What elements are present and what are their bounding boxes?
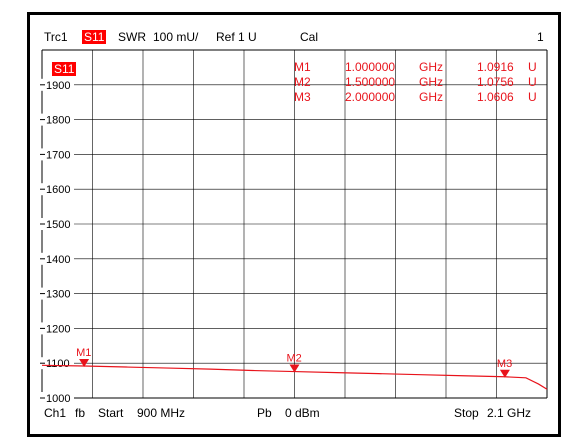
footer-channel: Ch1 <box>44 406 67 420</box>
marker-name: M1 <box>294 60 311 74</box>
y-tick-label: 1800 <box>46 115 70 127</box>
marker-m3-label: M3 <box>497 358 512 370</box>
y-tick-label-bg <box>40 252 74 265</box>
footer-mode: fb <box>75 406 86 420</box>
y-tick-label-bg <box>40 287 74 300</box>
marker-value-unit: U <box>528 90 537 104</box>
y-tick-label: 1500 <box>46 219 70 231</box>
y-tick-label: 1600 <box>46 184 70 196</box>
y-tick-label: 1400 <box>46 254 70 266</box>
marker-m1-triangle <box>79 358 90 367</box>
footer-power-label: Pb <box>257 406 272 420</box>
marker-value: 1.0606 <box>477 90 514 104</box>
marker-m1-label: M1 <box>76 347 91 359</box>
y-tick-label-bg <box>40 78 74 91</box>
y-tick-label-bg <box>40 392 74 404</box>
y-tick-label: 1900 <box>46 80 70 92</box>
trace-reference: Ref 1 U <box>216 30 257 44</box>
calibration-status: Cal <box>300 30 319 44</box>
y-tick-label-bg <box>40 218 74 230</box>
marker-frequency: 1.500000 <box>345 75 396 89</box>
marker-frequency-unit: GHz <box>419 90 443 104</box>
marker-value: 1.0916 <box>477 60 514 74</box>
footer-stop-value: 2.1 GHz <box>487 406 532 420</box>
trace-scale: 100 mU/ <box>153 30 199 44</box>
footer-start-value: 900 MHz <box>137 406 186 420</box>
marker-frequency: 1.000000 <box>345 60 396 74</box>
y-tick-label-bg <box>40 322 74 335</box>
y-tick-label: 1700 <box>46 149 70 161</box>
trace-param-badge[interactable]: S11 <box>82 30 107 44</box>
marker-m2-triangle <box>289 364 300 373</box>
channel-index: 1 <box>537 30 544 44</box>
y-tick-label: 1200 <box>46 323 70 335</box>
footer-start-label: Start <box>98 406 124 420</box>
diagram-trace-label: S11 <box>52 62 77 76</box>
marker-value-unit: U <box>528 60 537 74</box>
y-tick-label-bg <box>40 113 74 126</box>
marker-name: M3 <box>294 90 311 104</box>
marker-name: M2 <box>294 75 311 89</box>
marker-frequency-unit: GHz <box>419 60 443 74</box>
marker-value-unit: U <box>528 75 537 89</box>
footer-stop-label: Stop <box>454 406 479 420</box>
trace-s11-line <box>41 364 548 390</box>
y-tick-label-bg <box>40 148 74 161</box>
trace-name: Trc1 <box>44 30 68 44</box>
y-tick-label: 1100 <box>46 358 70 370</box>
trace-format: SWR <box>118 30 146 44</box>
y-tick-label: 1000 <box>46 393 70 405</box>
marker-m2-label: M2 <box>287 353 302 365</box>
y-tick-label: 1300 <box>46 289 70 301</box>
marker-value: 1.0756 <box>477 75 514 89</box>
marker-frequency-unit: GHz <box>419 75 443 89</box>
footer-power-value: 0 dBm <box>285 406 320 420</box>
marker-m3-triangle <box>499 369 510 378</box>
y-tick-label-bg <box>40 183 74 196</box>
marker-frequency: 2.000000 <box>345 90 396 104</box>
